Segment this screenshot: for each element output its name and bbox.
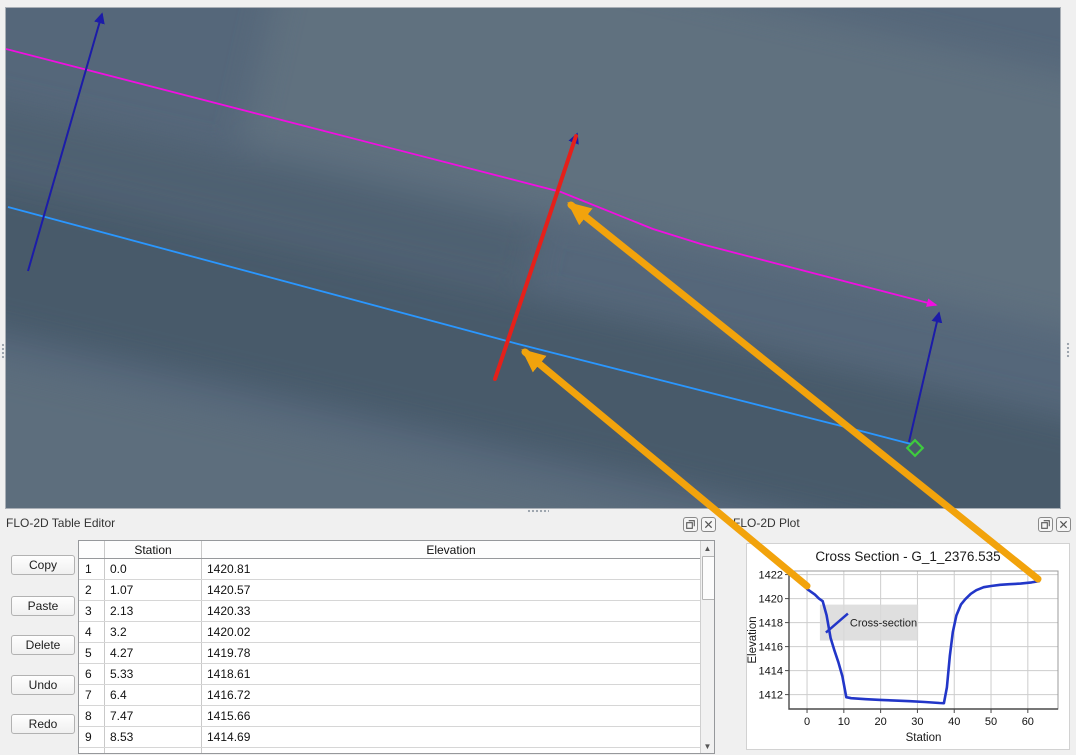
elevation-cell[interactable]: 1420.57 xyxy=(207,583,251,597)
row-number-cell: 4 xyxy=(79,622,105,642)
table-row[interactable]: 9 8.53 1414.69 xyxy=(79,727,700,748)
station-column-header: Station xyxy=(105,541,202,558)
station-elevation-table[interactable]: Station Elevation 1 0.0 1420.81 2 1.07 1420.5… xyxy=(78,540,715,754)
station-cell[interactable]: 4.27 xyxy=(105,643,202,663)
elevation-cell[interactable]: 1415.66 xyxy=(207,709,251,723)
station-cell[interactable]: 5.33 xyxy=(105,664,202,684)
table-row[interactable]: 2 1.07 1420.57 xyxy=(79,580,700,601)
close-icon[interactable] xyxy=(1056,517,1071,532)
left-splitter-handle[interactable] xyxy=(1,343,5,359)
table-row[interactable]: 3 2.13 1420.33 xyxy=(79,601,700,622)
elevation-cell[interactable]: 1416.72 xyxy=(207,688,251,702)
map-layers xyxy=(6,8,1060,508)
row-number-cell: 8 xyxy=(79,706,105,726)
elevation-cell[interactable]: 1420.02 xyxy=(207,625,251,639)
y-tick-label: 1414 xyxy=(759,666,783,678)
x-tick-label: 50 xyxy=(985,716,997,728)
x-tick-label: 30 xyxy=(911,716,923,728)
cross-section-line-left xyxy=(27,12,105,272)
y-tick-label: 1418 xyxy=(759,618,783,630)
row-number-cell: 7 xyxy=(79,685,105,705)
x-tick-label: 20 xyxy=(875,716,887,728)
x-tick-label: 10 xyxy=(838,716,850,728)
scrollbar-thumb[interactable] xyxy=(702,556,714,600)
x-tick-label: 60 xyxy=(1022,716,1034,728)
float-icon[interactable] xyxy=(683,517,698,532)
cross-section-plot[interactable]: 0 10 20 30 40 50 60 1412 1414 1416 1418 1420 1422 Cro… xyxy=(746,543,1070,750)
table-header: Station Elevation xyxy=(79,541,700,559)
elevation-column-header: Elevation xyxy=(426,542,476,557)
copy-button[interactable]: Copy xyxy=(11,555,75,575)
row-number-cell: 10 xyxy=(79,748,105,753)
elevation-cell[interactable]: 1420.33 xyxy=(207,604,251,618)
table-scrollbar[interactable]: ▲ ▼ xyxy=(700,541,714,753)
legend-label: Cross-section xyxy=(850,618,917,630)
row-number-cell: 9 xyxy=(79,727,105,747)
y-tick-label: 1416 xyxy=(759,642,783,654)
chart-title: Cross Section - G_1_2376.535 xyxy=(815,549,1000,564)
table-row[interactable]: 7 6.4 1416.72 xyxy=(79,685,700,706)
table-row[interactable]: 8 7.47 1415.66 xyxy=(79,706,700,727)
row-number-cell: 1 xyxy=(79,559,105,579)
plot-panel: FLO-2D Plot 0 10 20 30 40 50 60 1412 1414 1416 141… xyxy=(721,513,1076,755)
right-splitter-handle[interactable] xyxy=(1066,342,1070,358)
scroll-down-icon[interactable]: ▼ xyxy=(703,741,712,751)
table-row[interactable]: 109.61413.52 xyxy=(79,748,700,753)
table-body: 1 0.0 1420.81 2 1.07 1420.57 3 2.13 1420.33 4 3.2 1… xyxy=(79,559,700,753)
station-cell[interactable]: 2.13 xyxy=(105,601,202,621)
elevation-cell[interactable]: 1413.52 xyxy=(202,748,700,753)
plot-panel-title: FLO-2D Plot xyxy=(733,516,800,530)
elevation-cell[interactable]: 1420.81 xyxy=(207,562,251,576)
station-cell[interactable]: 6.4 xyxy=(105,685,202,705)
x-tick-label: 40 xyxy=(948,716,960,728)
station-cell[interactable]: 1.07 xyxy=(105,580,202,600)
paste-button[interactable]: Paste xyxy=(11,596,75,616)
close-icon[interactable] xyxy=(701,517,716,532)
table-row[interactable]: 4 3.2 1420.02 xyxy=(79,622,700,643)
map-canvas[interactable] xyxy=(5,7,1061,509)
table-row[interactable]: 5 4.27 1419.78 xyxy=(79,643,700,664)
table-row[interactable]: 1 0.0 1420.81 xyxy=(79,559,700,580)
x-tick-label: 0 xyxy=(804,716,810,728)
scroll-up-icon[interactable]: ▲ xyxy=(703,543,712,553)
y-tick-label: 1412 xyxy=(759,690,783,702)
terrain-shading xyxy=(6,8,1060,508)
axes xyxy=(788,571,1058,710)
redo-button[interactable]: Redo xyxy=(11,714,75,734)
station-cell[interactable]: 7.47 xyxy=(105,706,202,726)
y-tick-label: 1420 xyxy=(759,594,783,606)
station-cell[interactable]: 0.0 xyxy=(105,559,202,579)
x-axis-label: Station xyxy=(906,732,942,744)
table-editor-panel: FLO-2D Table Editor Copy Paste Delete Un… xyxy=(0,513,717,755)
row-number-cell: 2 xyxy=(79,580,105,600)
cross-section-curve xyxy=(805,579,1041,705)
elevation-cell[interactable]: 1414.69 xyxy=(207,730,251,744)
station-cell[interactable]: 3.2 xyxy=(105,622,202,642)
row-number-cell: 5 xyxy=(79,643,105,663)
elevation-cell[interactable]: 1418.61 xyxy=(207,667,251,681)
table-row[interactable]: 6 5.33 1418.61 xyxy=(79,664,700,685)
y-axis-label: Elevation xyxy=(747,616,759,663)
y-tick-label: 1422 xyxy=(759,570,783,582)
elevation-cell[interactable]: 1419.78 xyxy=(207,646,251,660)
row-number-cell: 3 xyxy=(79,601,105,621)
row-number-header xyxy=(79,541,105,558)
selected-cross-section-line xyxy=(493,134,578,381)
undo-button[interactable]: Undo xyxy=(11,675,75,695)
row-number-cell: 6 xyxy=(79,664,105,684)
delete-button[interactable]: Delete xyxy=(11,635,75,655)
float-icon[interactable] xyxy=(1038,517,1053,532)
table-editor-title: FLO-2D Table Editor xyxy=(6,516,116,530)
station-cell[interactable]: 8.53 xyxy=(105,727,202,747)
station-cell[interactable]: 9.6 xyxy=(105,748,202,753)
